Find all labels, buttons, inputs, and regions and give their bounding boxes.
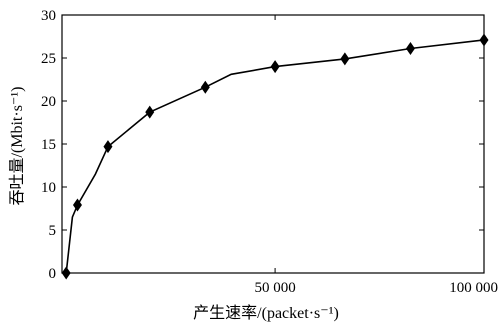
y-tick-label: 15 bbox=[41, 137, 56, 153]
plot-frame-rect bbox=[61, 14, 485, 274]
y-axis-title: 吞吐量/(Mbit·s⁻¹) bbox=[8, 86, 26, 205]
y-tick-label: 10 bbox=[41, 180, 56, 196]
axis-ticks bbox=[62, 14, 485, 274]
y-tick-label: 0 bbox=[49, 266, 57, 282]
y-tick-label: 30 bbox=[41, 8, 56, 24]
y-tick-label: 25 bbox=[41, 51, 56, 67]
data-point-marker bbox=[270, 60, 280, 74]
series-line bbox=[65, 39, 485, 274]
x-axis-title: 产生速率/(packet·s⁻¹) bbox=[193, 304, 339, 322]
data-point-marker bbox=[72, 198, 82, 212]
plot-frame bbox=[61, 14, 485, 274]
data-point-marker bbox=[145, 105, 155, 119]
tick-labels: 0 5 10 15 20 25 30 50 000 100 000 bbox=[41, 8, 498, 296]
x-tick-label: 50 000 bbox=[254, 280, 295, 296]
data-point-marker bbox=[61, 266, 71, 280]
data-series bbox=[61, 33, 489, 280]
x-tick-label: 100 000 bbox=[449, 280, 498, 296]
data-point-marker bbox=[103, 140, 113, 154]
data-point-marker bbox=[479, 33, 489, 47]
y-tick-label: 5 bbox=[49, 223, 57, 239]
data-point-marker bbox=[200, 80, 210, 94]
y-tick-label: 20 bbox=[41, 94, 56, 110]
data-point-marker bbox=[405, 42, 415, 56]
data-point-marker bbox=[340, 52, 350, 66]
